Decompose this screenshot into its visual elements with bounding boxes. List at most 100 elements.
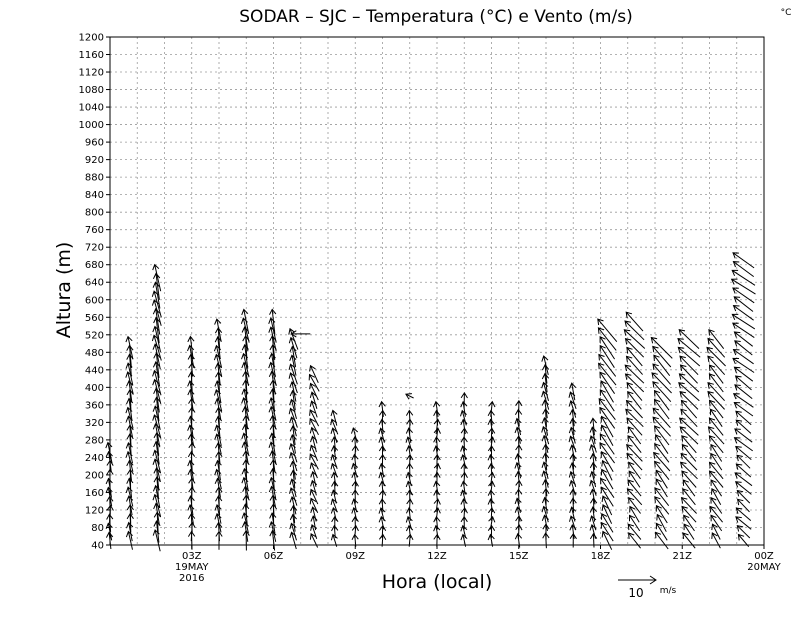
wind-vector <box>351 435 359 452</box>
wind-vector <box>654 496 670 515</box>
wind-vector <box>625 408 644 428</box>
wind-vector <box>405 409 414 426</box>
wind-vector <box>682 488 696 506</box>
wind-vector <box>624 373 645 393</box>
wind-vector <box>488 436 496 452</box>
wind-vector <box>683 523 695 540</box>
wind-vector <box>680 408 698 428</box>
wind-vector <box>405 393 414 400</box>
wind-vector <box>734 481 752 495</box>
x-tick-label: 06Z <box>264 551 284 562</box>
wind-vector <box>288 372 298 394</box>
wind-vector <box>331 515 339 530</box>
wind-vector <box>330 444 339 461</box>
wind-vector <box>187 335 195 360</box>
x-tick-date: 20MAY <box>747 562 781 573</box>
wind-vector <box>601 513 614 533</box>
wind-vector <box>187 424 195 446</box>
wind-vector <box>677 338 701 358</box>
wind-vector <box>460 524 468 539</box>
wind-vector <box>655 469 668 489</box>
wind-vector <box>460 391 468 409</box>
wind-vector <box>730 278 756 295</box>
wind-vector <box>625 355 643 375</box>
wind-vector <box>309 364 319 384</box>
wind-vector <box>152 281 161 309</box>
wind-vector <box>626 346 643 367</box>
wind-vector <box>515 399 523 418</box>
wind-vector <box>681 505 697 523</box>
wind-vector <box>600 486 614 507</box>
wind-vector <box>600 450 614 472</box>
wind-vector <box>187 503 195 524</box>
wind-vector <box>330 489 338 504</box>
y-tick-label: 400 <box>85 383 104 394</box>
wind-vector <box>600 477 615 498</box>
wind-vector <box>710 496 723 514</box>
y-tick-label: 200 <box>85 470 104 481</box>
wind-vector <box>405 471 413 487</box>
wind-vector <box>710 452 723 471</box>
wind-vector <box>626 417 643 436</box>
wind-vector <box>735 507 752 521</box>
wind-vector <box>433 400 441 417</box>
wind-vector <box>626 382 643 401</box>
wind-vector <box>153 316 161 344</box>
wind-vector <box>310 506 318 522</box>
wind-vector <box>709 408 723 427</box>
wind-vector <box>125 335 134 360</box>
wind-vector <box>153 396 161 422</box>
y-tick-label: 680 <box>85 260 104 271</box>
wind-vector <box>733 401 754 417</box>
wind-vector <box>152 272 161 300</box>
wind-vector <box>589 461 598 479</box>
wind-vector <box>187 344 195 368</box>
wind-vector <box>599 406 616 429</box>
y-tick-label: 1120 <box>79 68 104 79</box>
reference-vector-unit: m/s <box>660 586 677 596</box>
wind-vector <box>152 360 161 387</box>
wind-vector <box>709 505 723 523</box>
wind-vector <box>514 497 522 514</box>
wind-vector <box>309 426 318 444</box>
wind-vector <box>599 433 615 455</box>
wind-vector <box>515 435 523 453</box>
wind-vector <box>433 489 441 504</box>
wind-vector <box>309 462 318 479</box>
wind-vector <box>351 427 359 444</box>
wind-vector <box>541 363 550 384</box>
wind-vector <box>433 427 441 443</box>
wind-vector <box>656 513 667 532</box>
wind-vector <box>707 337 726 358</box>
wind-vector <box>433 524 441 539</box>
wind-vector <box>711 532 721 549</box>
wind-vector <box>733 437 753 452</box>
y-axis-label: Altura (m) <box>53 242 75 339</box>
wind-vector <box>309 497 319 514</box>
wind-vector <box>126 459 134 481</box>
wind-vector <box>187 388 195 412</box>
wind-vector <box>378 507 386 521</box>
y-tick-label: 600 <box>85 295 104 306</box>
wind-vector <box>653 451 671 472</box>
wind-vector <box>214 477 222 498</box>
y-tick-label: 280 <box>85 435 104 446</box>
wind-vector <box>487 418 495 435</box>
wind-vector <box>599 371 616 394</box>
wind-vector <box>331 480 339 495</box>
wind-vector <box>433 480 441 495</box>
wind-vector <box>269 529 277 551</box>
y-tick-label: 880 <box>85 173 104 184</box>
wind-vector <box>732 322 755 339</box>
wind-vector <box>627 435 642 454</box>
wind-vector <box>309 453 319 470</box>
wind-vector <box>433 409 441 426</box>
wind-vector <box>126 503 134 524</box>
wind-vector <box>731 313 756 330</box>
wind-vector <box>568 426 576 444</box>
wind-vector <box>290 504 298 524</box>
y-tick-label: 80 <box>91 523 104 534</box>
wind-vector <box>678 373 700 393</box>
wind-vector <box>678 382 700 402</box>
